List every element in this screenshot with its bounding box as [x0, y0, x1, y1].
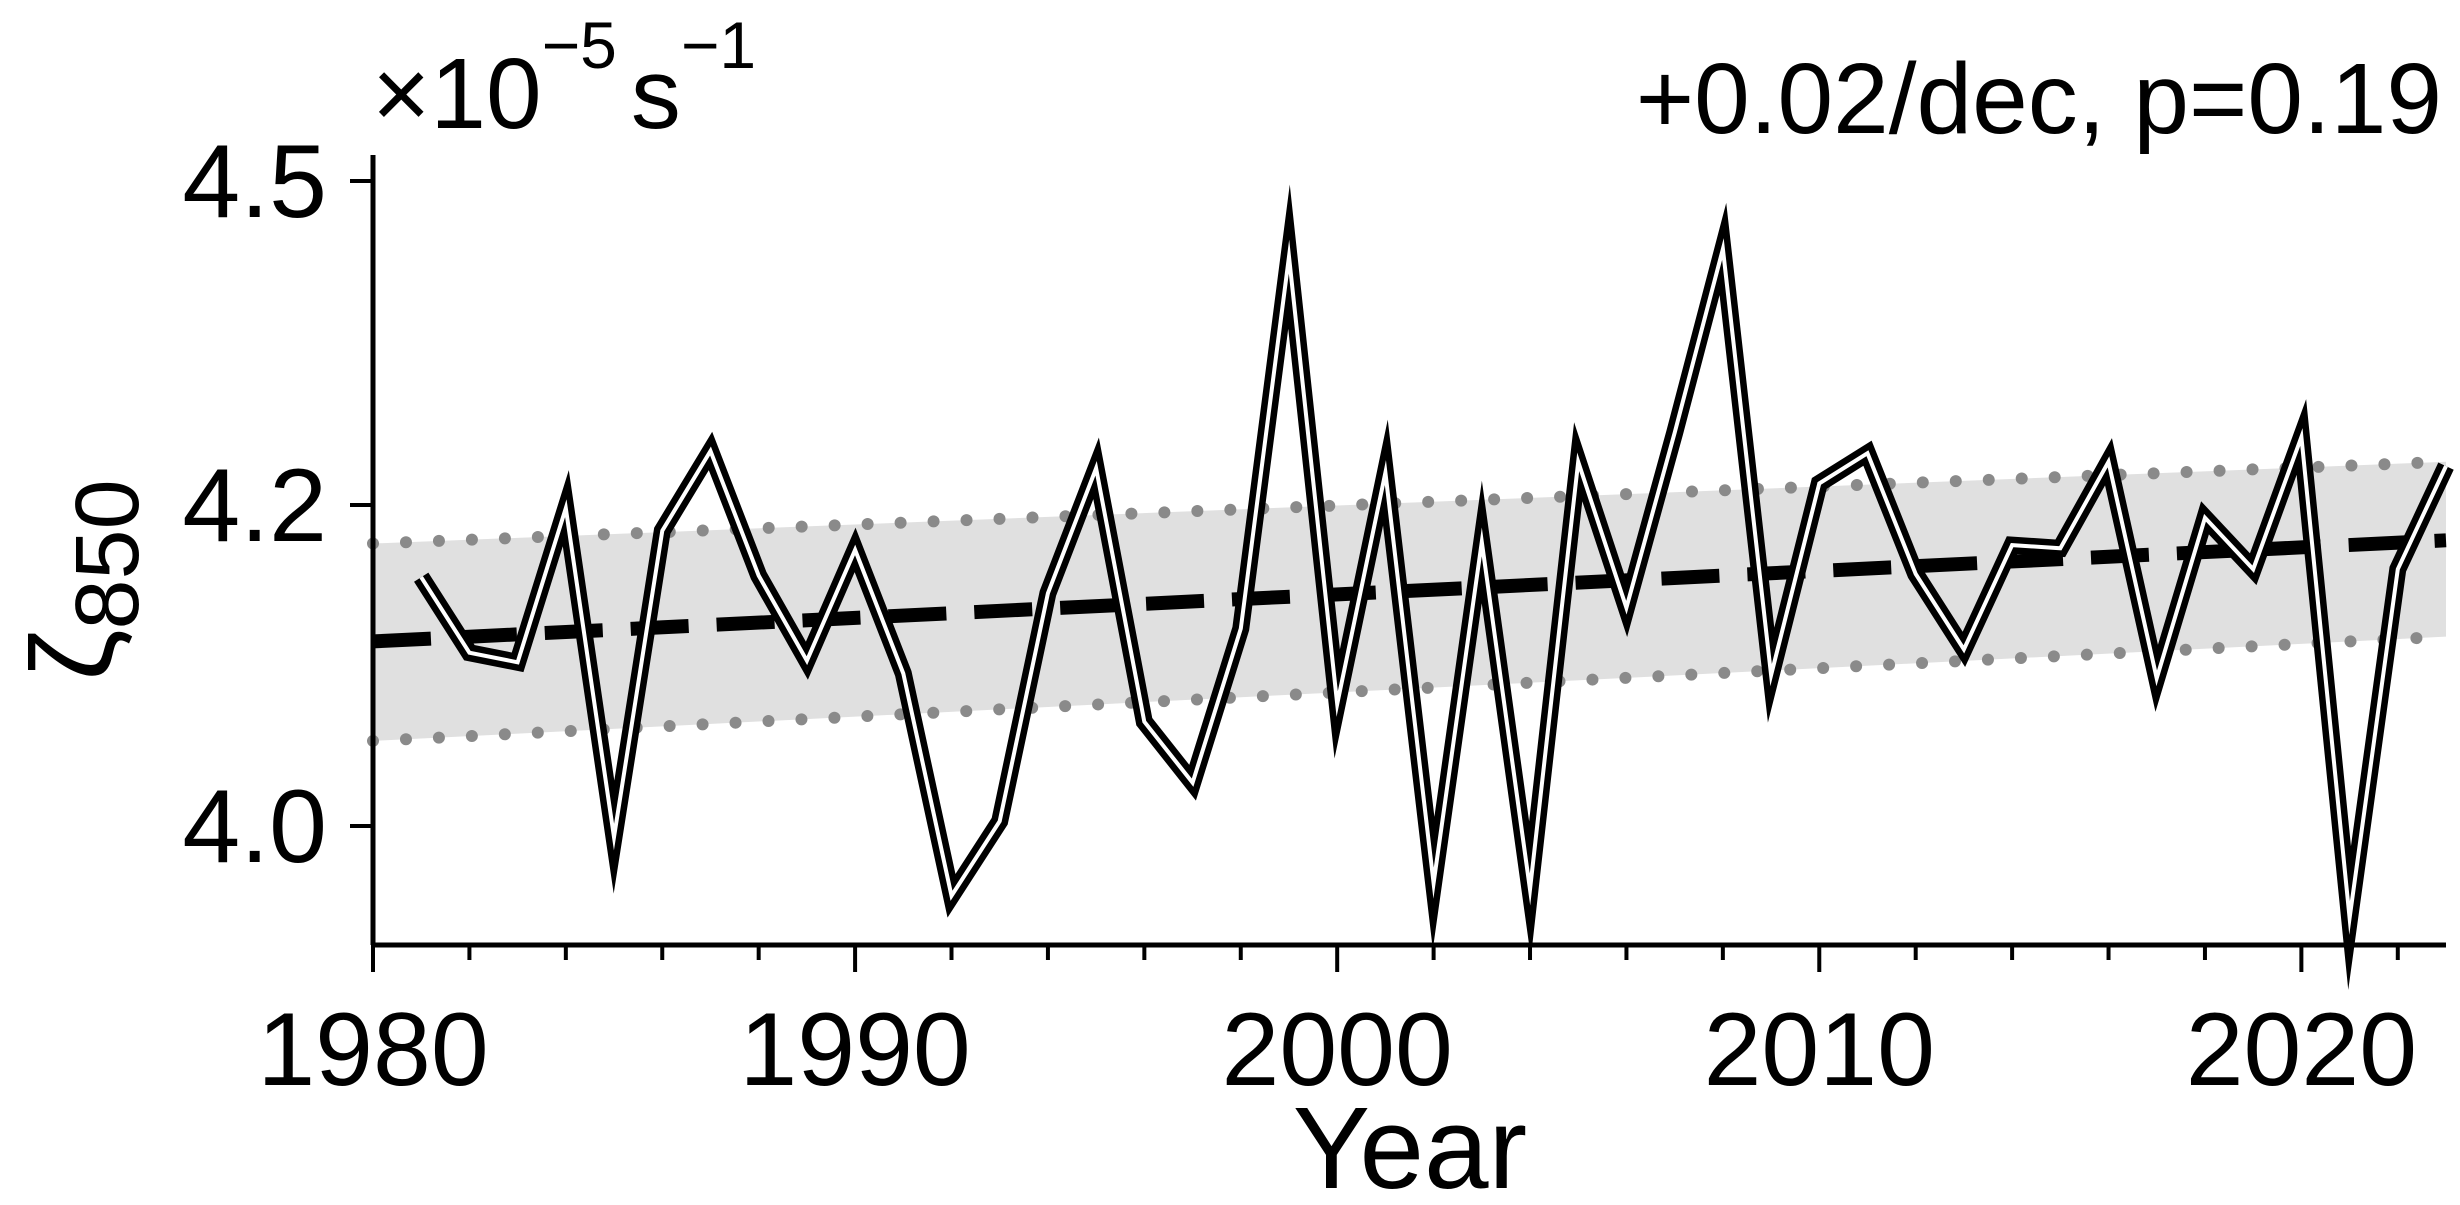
unit-prefix: ×10 [372, 38, 542, 150]
svg-text:ζ850: ζ850 [7, 479, 158, 680]
y-ticks: 4.0 4.2 4.5 [182, 124, 373, 885]
unit-symbol: s [631, 38, 681, 150]
x-tick-label: 2020 [2186, 992, 2417, 1108]
x-tick-label: 1980 [257, 992, 488, 1108]
x-ticks: 1980 1990 2000 2010 2020 [257, 945, 2417, 1108]
trend-annotation: +0.02/dec, p=0.19 [1636, 43, 2442, 155]
y-tick-label: 4.0 [182, 769, 327, 885]
unit-symbol-exponent: −1 [681, 8, 756, 82]
y-axis-title: ζ850 [7, 479, 158, 680]
y-tick-label: 4.2 [182, 448, 327, 564]
confidence-band-layer [367, 455, 2452, 747]
series-line [419, 238, 2448, 935]
confidence-band [373, 461, 2446, 741]
unit-label: ×10−5 s−1 [372, 8, 756, 150]
series-layer [414, 184, 2454, 990]
y-tick-label: 4.5 [182, 124, 327, 240]
x-axis-title: Year [1293, 1083, 1527, 1200]
unit-exponent: −5 [542, 8, 617, 82]
trend-layer [372, 533, 2447, 649]
y-axis-subscript: 850 [58, 479, 158, 629]
y-axis-symbol: ζ [7, 630, 137, 681]
x-tick-label: 2000 [1222, 992, 1453, 1108]
axes-layer [370, 155, 2446, 948]
x-tick-label: 1990 [739, 992, 970, 1108]
trend-line [372, 533, 2447, 649]
x-tick-label: 2010 [1704, 992, 1935, 1108]
